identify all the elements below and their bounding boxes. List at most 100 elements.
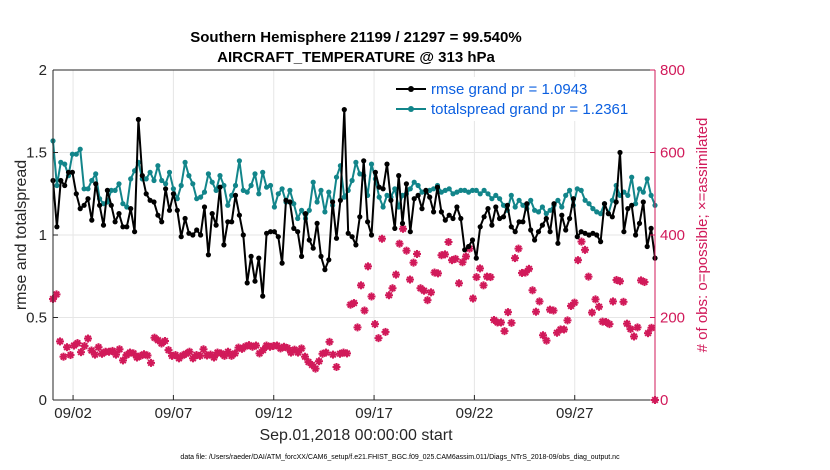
rmse-point xyxy=(166,207,173,213)
rmse-point xyxy=(574,234,580,240)
rmse-point xyxy=(147,197,153,203)
rmse-point xyxy=(306,237,312,243)
totalspread-point xyxy=(299,207,305,213)
totalspread-point xyxy=(644,176,650,182)
totalspread-point xyxy=(559,204,565,210)
obs-count-marker xyxy=(486,273,495,282)
rmse-point xyxy=(570,196,577,202)
obs-count-marker xyxy=(476,264,484,273)
totalspread-point xyxy=(124,204,130,210)
x-tick-label: 09/12 xyxy=(255,405,293,422)
obs-count-marker xyxy=(423,296,432,305)
totalspread-point xyxy=(240,187,246,193)
obs-marker-stroke xyxy=(311,365,320,373)
obs-marker-stroke xyxy=(84,335,92,343)
obs-count-marker xyxy=(350,299,358,308)
rmse-point xyxy=(58,177,64,184)
rmse-point xyxy=(648,225,654,231)
obs-count-marker xyxy=(581,245,589,254)
rmse-point xyxy=(547,229,553,235)
obs-count-marker xyxy=(563,316,572,325)
rmse-point xyxy=(493,204,499,210)
obs-marker-stroke xyxy=(52,290,61,298)
rmse-point xyxy=(629,202,635,208)
obs-count-marker xyxy=(199,345,208,354)
obs-marker-stroke xyxy=(206,351,215,359)
totalspread-point xyxy=(232,182,239,189)
rmse-point xyxy=(135,116,141,123)
rmse-point xyxy=(217,184,223,190)
obs-count-marker xyxy=(115,345,124,354)
obs-marker-stroke xyxy=(486,273,495,281)
obs-marker-stroke xyxy=(367,292,376,300)
totalspread-point xyxy=(567,187,573,193)
obs-count-marker xyxy=(94,343,103,352)
obs-marker-stroke xyxy=(399,225,407,233)
totalspread-point xyxy=(450,191,456,197)
obs-marker-stroke xyxy=(528,286,537,294)
legend-box xyxy=(390,77,648,121)
obs-marker-stroke xyxy=(525,265,533,273)
obs-count-marker xyxy=(385,291,393,300)
obs-marker-stroke xyxy=(423,296,432,304)
obs-count-marker xyxy=(640,278,649,287)
rmse-point xyxy=(132,229,138,235)
rmse-point xyxy=(353,242,359,248)
rmse-point xyxy=(341,107,347,113)
obs-marker-stroke xyxy=(63,343,71,351)
totalspread-point xyxy=(264,184,270,190)
totalspread-point xyxy=(229,192,235,198)
totalspread-point xyxy=(574,186,580,192)
rmse-point xyxy=(100,222,107,228)
obs-marker-stroke xyxy=(196,352,204,360)
rmse-point xyxy=(466,243,472,250)
obs-marker-stroke xyxy=(388,284,397,292)
rmse-point xyxy=(155,212,161,218)
totalspread-point xyxy=(256,191,262,197)
totalspread-point xyxy=(178,182,184,189)
obs-marker-stroke xyxy=(609,297,617,305)
obs-count-marker xyxy=(147,358,155,367)
totalspread-point xyxy=(314,199,320,205)
totalspread-point xyxy=(469,187,476,193)
rmse-point xyxy=(194,227,200,233)
rmse-point xyxy=(481,214,487,220)
obs-marker-stroke xyxy=(392,271,400,279)
obs-count-marker xyxy=(66,351,75,360)
rmse-point xyxy=(62,182,68,189)
rmse-point xyxy=(213,222,219,228)
rmse-point xyxy=(333,235,340,241)
totalspread-point xyxy=(392,186,398,192)
obs-marker-stroke xyxy=(633,323,642,331)
rmse-point xyxy=(598,239,604,245)
obs-count-marker xyxy=(616,277,624,286)
rmse-point xyxy=(489,222,495,228)
totalspread-point xyxy=(120,201,126,207)
obs-count-marker xyxy=(161,337,169,346)
totalspread-point xyxy=(481,187,487,193)
totalspread-point xyxy=(586,201,592,207)
rmse-point xyxy=(299,253,305,259)
rmse-point xyxy=(446,212,452,218)
obs-count-marker xyxy=(623,319,631,328)
totalspread-point xyxy=(520,202,526,208)
x-axis-label: Sep.01,2018 00:00:00 start xyxy=(259,427,453,444)
totalspread-point xyxy=(291,201,297,207)
rmse-point xyxy=(640,199,646,205)
obs-marker-stroke xyxy=(458,258,467,266)
rmse-point xyxy=(326,257,332,263)
totalspread-point xyxy=(500,202,507,208)
obs-count-marker xyxy=(605,320,614,329)
totalspread-point xyxy=(252,171,258,177)
rmse-point xyxy=(520,219,526,225)
totalspread-point xyxy=(295,215,301,222)
obs-count-marker xyxy=(378,234,386,243)
rmse-point xyxy=(485,206,491,212)
obs-count-marker xyxy=(504,308,512,317)
obs-marker-stroke xyxy=(619,298,628,306)
totalspread-point xyxy=(108,187,114,193)
rmse-point xyxy=(431,209,437,215)
rmse-point xyxy=(368,232,375,238)
obs-marker-stroke xyxy=(94,343,103,351)
totalspread-point xyxy=(73,151,79,157)
